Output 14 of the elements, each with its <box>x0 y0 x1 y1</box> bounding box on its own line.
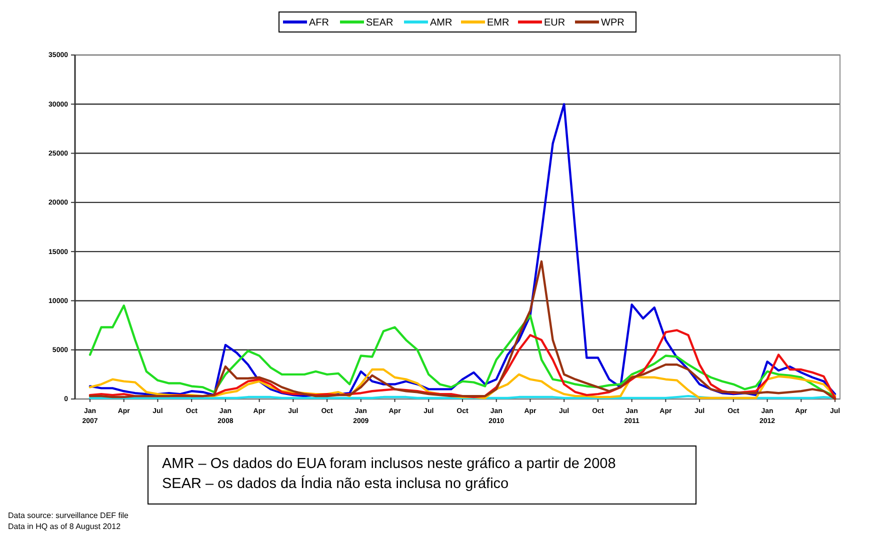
legend-label: EMR <box>487 18 510 28</box>
legend-label: EUR <box>544 18 566 28</box>
line-series <box>88 103 836 398</box>
legend-label: SEAR <box>366 18 394 28</box>
legend-label: AFR <box>309 18 329 28</box>
text: Data in HQ as of 8 August 2012 <box>8 522 122 531</box>
text: SEAR – os dados da Índia não esta inclusa no gráfico <box>162 475 509 492</box>
source-note: Data source: surveillance DEF file <box>8 511 130 520</box>
legend-label: AMR <box>430 18 452 28</box>
text: AMR – Os dados do EUA foram inclusos neste gráfico a partir de 2008 <box>162 456 616 472</box>
line-series <box>88 368 836 400</box>
line-series <box>88 329 836 400</box>
legend-label: WPR <box>601 18 624 28</box>
line-series <box>88 260 836 400</box>
